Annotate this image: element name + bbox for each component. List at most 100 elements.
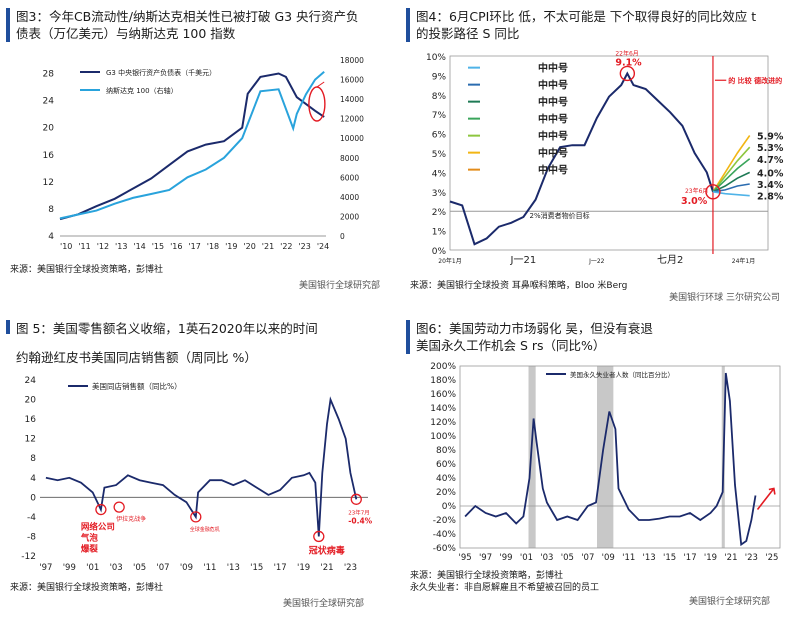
- reference-line-label: 2%消费者物价目标: [530, 211, 590, 220]
- y-tick-label: 200%: [430, 362, 456, 372]
- peak-label-date: 22年6月: [615, 50, 638, 57]
- x-tick-label: '11: [622, 553, 635, 563]
- x-tick-label: '05: [133, 563, 146, 573]
- series-line: [464, 372, 757, 547]
- end-value-label: 2.8%: [757, 192, 784, 203]
- y-right-tick-label: 14000: [340, 95, 364, 104]
- recession-shading: [596, 366, 614, 548]
- annotation-label: 全球金融危机: [190, 526, 220, 533]
- legend-label-1: 中中号: [538, 79, 568, 92]
- y-right-tick-label: 12000: [340, 115, 364, 124]
- annotation-circle: [313, 530, 325, 543]
- x-tick-label: '99: [63, 563, 76, 573]
- chart-redbook-same-store-sales: -12 -8 -4 0 4 8 12 16 20 24 '97 '99 '01 '03 '05 '07 '09 '…: [21, 376, 372, 573]
- y-tick-label: -4: [27, 513, 36, 523]
- end-value-label: 4.0%: [757, 168, 784, 179]
- annotation-label-date: 23年7月: [348, 508, 370, 516]
- end-value-label: 3.4%: [757, 180, 784, 191]
- x-tick-label: '14: [133, 242, 145, 251]
- y-tick-label: 140%: [430, 404, 456, 414]
- y-right-tick-label: 4000: [340, 193, 359, 202]
- x-tick-label: J一22: [588, 258, 605, 265]
- y-tick-label: 8: [30, 454, 36, 464]
- x-tick-label: '15: [250, 563, 263, 573]
- x-tick-label: '15: [152, 242, 164, 251]
- x-tick-label: '25: [765, 553, 778, 563]
- chart-title-line-1: 图6：美国劳动力市场弱化 吴，但没有衰退: [416, 321, 653, 336]
- y-right-tick-label: 2000: [340, 212, 359, 221]
- annotation-label: 冠状病毒: [309, 544, 345, 556]
- chart-footer: 美国银行全球研究部: [688, 597, 770, 607]
- x-tick-label: '07: [581, 553, 594, 563]
- y-left-tick-label: 4: [48, 232, 54, 242]
- recession-shading: [528, 366, 536, 548]
- y-tick-label: 80%: [436, 446, 456, 456]
- chart-title-line-1: 图3：今年CB流动性/纳斯达克相关性已被打破 G3 央行资产负: [16, 9, 359, 24]
- series-line-1: [59, 70, 325, 220]
- annotation-label: 爆裂: [81, 544, 99, 555]
- x-tick-label: '23: [298, 242, 310, 251]
- x-tick-label: '21: [724, 553, 737, 563]
- x-tick-label: '17: [274, 563, 287, 573]
- chart-source: 来源：美国银行全球投资 耳鼻喉科策略，Bloo 米Berg: [410, 281, 628, 291]
- legend-label-1: 纳斯达克 100（右轴）: [106, 86, 178, 95]
- y-left-tick-label: 20: [43, 124, 55, 134]
- peak-label-value: 9.1%: [615, 57, 642, 68]
- plot-frame: [459, 365, 781, 549]
- highlight-pointer: [316, 81, 325, 88]
- x-tick-label: '17: [683, 553, 696, 563]
- annotation-label: 网络公司: [81, 522, 115, 533]
- y-left-tick-label: 8: [48, 205, 54, 215]
- latest-label-date: 23年6月: [685, 187, 708, 195]
- x-tick-label: '11: [203, 563, 216, 573]
- x-tick-label: 20年1月: [438, 257, 461, 265]
- legend-label-0: 中中号: [538, 62, 568, 75]
- x-tick-label: '17: [188, 242, 200, 251]
- y-tick-label: 2%: [432, 208, 447, 218]
- annotation-circle: [350, 493, 362, 505]
- series-line-1: [712, 135, 751, 193]
- x-tick-label: '09: [602, 553, 615, 563]
- y-tick-label: 0%: [442, 502, 457, 512]
- x-tick-label: '15: [663, 553, 676, 563]
- y-right-tick-label: 10000: [340, 134, 364, 143]
- annotation-label: 气泡: [80, 533, 99, 544]
- series-line-3: [712, 158, 751, 193]
- x-tick-label: '20: [243, 242, 255, 251]
- x-tick-label: '09: [180, 563, 193, 573]
- y-tick-label: 20%: [436, 488, 456, 498]
- chart-title-line-1: 图4：6月CPI环比 低，不太可能是 下个取得良好的同比效应 t: [416, 9, 757, 24]
- y-left-tick-label: 16: [43, 151, 55, 161]
- x-tick-label: 24年1月: [732, 257, 755, 265]
- x-tick-label: '22: [280, 242, 292, 251]
- x-tick-label: '23: [344, 563, 357, 573]
- y-tick-label: 24: [25, 376, 37, 386]
- y-tick-label: 7%: [432, 111, 447, 121]
- y-tick-label: 60%: [436, 460, 456, 470]
- x-tick-label: '05: [561, 553, 574, 563]
- x-tick-label: '24: [317, 242, 329, 251]
- x-tick-label: '07: [156, 563, 169, 573]
- x-tick-label: '01: [86, 563, 99, 573]
- y-tick-label: 6%: [432, 131, 447, 141]
- y-right-tick-label: 16000: [340, 76, 364, 85]
- x-tick-label: '11: [78, 242, 90, 251]
- end-value-label: 4.7%: [757, 155, 784, 166]
- x-tick-label: 七月2: [657, 254, 683, 266]
- chart-g3-balance-vs-nasdaq: 4 8 12 16 20 24 28 0 2000 4000 6000 8000 10000 12000 1…: [43, 56, 365, 251]
- x-tick-label: '23: [745, 553, 758, 563]
- x-tick-label: '10: [60, 242, 72, 251]
- chart-title-line-2: 约翰逊红皮书美国同店销售额（周同比 %）: [16, 350, 257, 365]
- x-tick-label: '97: [479, 553, 492, 563]
- y-tick-label: 120%: [430, 418, 456, 428]
- x-tick-label: '18: [207, 242, 219, 251]
- y-tick-label: 180%: [430, 376, 456, 386]
- legend-label-0: G3 中央银行资产负债表（千美元）: [106, 68, 216, 77]
- x-tick-label: '21: [320, 563, 333, 573]
- chart-footer: 美国银行全球研究部: [282, 599, 364, 609]
- y-right-tick-label: 6000: [340, 173, 359, 182]
- chart-cpi-projection: 0% 1% 2% 3% 4% 5% 6% 7% 8% 9% 10% 20年1月 J一21 J一22 七月2 2…: [426, 50, 784, 266]
- panel-chart-4: 图4：6月CPI环比 低，不太可能是 下个取得良好的同比效应 t 的投影路径 S…: [406, 6, 796, 303]
- y-right-tick-label: 8000: [340, 154, 359, 163]
- series-line-5: [712, 183, 750, 193]
